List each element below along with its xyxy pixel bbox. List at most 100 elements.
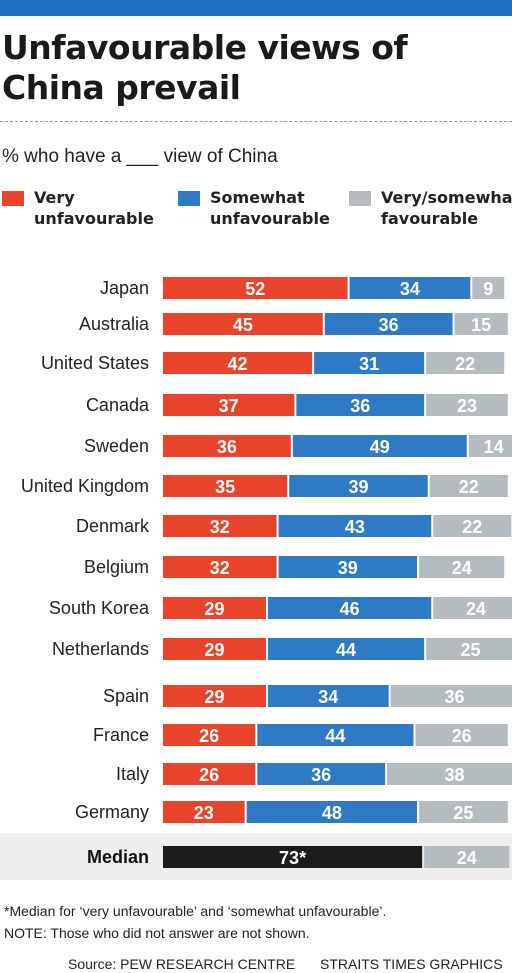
bar-belgium-very-somewhat-favourable	[419, 556, 505, 578]
category-label-japan: Japan	[100, 278, 149, 298]
data-label-sweden-very-somewhat-favourable: 14	[484, 437, 504, 457]
legend-swatch-very-unfavourable	[2, 191, 24, 206]
data-label-germany-very-unfavourable: 23	[194, 803, 214, 823]
bar-united-states-very-unfavourable	[163, 352, 313, 374]
data-label-netherlands-somewhat-unfavourable: 44	[336, 640, 356, 660]
chart-title: Unfavourable views of China prevail	[2, 28, 408, 107]
data-label-spain-very-unfavourable: 29	[204, 687, 224, 707]
bar-united-kingdom-somewhat-unfavourable	[289, 475, 428, 497]
data-label-canada-very-somewhat-favourable: 23	[457, 396, 477, 416]
bar-italy-very-unfavourable	[163, 763, 256, 785]
top-accent-bar	[0, 0, 512, 16]
bar-australia-very-somewhat-favourable	[454, 313, 508, 335]
data-label-united-states-very-unfavourable: 42	[228, 354, 248, 374]
data-label-france-very-somewhat-favourable: 26	[452, 726, 472, 746]
data-label-australia-very-unfavourable: 45	[233, 315, 253, 335]
legend-label-very-unfavourable: Very unfavourable	[34, 188, 154, 228]
data-label-belgium-somewhat-unfavourable: 39	[338, 558, 358, 578]
bar-south-korea-very-somewhat-favourable	[433, 597, 512, 619]
data-label-australia-somewhat-unfavourable: 36	[379, 315, 399, 335]
category-label-france: France	[93, 725, 149, 745]
category-label-south-korea: South Korea	[49, 598, 150, 618]
category-label-denmark: Denmark	[76, 516, 150, 536]
bar-canada-somewhat-unfavourable	[296, 394, 425, 416]
data-label-denmark-somewhat-unfavourable: 43	[345, 517, 365, 537]
bar-japan-very-unfavourable	[163, 277, 348, 299]
bar-netherlands-very-somewhat-favourable	[426, 638, 512, 660]
bar-south-korea-somewhat-unfavourable	[267, 597, 432, 619]
data-label-italy-somewhat-unfavourable: 36	[311, 765, 331, 785]
data-label-canada-very-unfavourable: 37	[219, 396, 239, 416]
bar-median-unfavourable	[163, 846, 423, 868]
bar-median-favourable	[424, 846, 510, 868]
data-label-japan-somewhat-unfavourable: 34	[400, 279, 420, 299]
bar-belgium-somewhat-unfavourable	[278, 556, 418, 578]
data-label-netherlands-very-unfavourable: 29	[204, 640, 224, 660]
bar-france-very-somewhat-favourable	[415, 724, 508, 746]
category-label-united-states: United States	[41, 353, 149, 373]
bar-united-kingdom-very-somewhat-favourable	[429, 475, 508, 497]
data-label-germany-somewhat-unfavourable: 48	[322, 803, 342, 823]
bar-denmark-very-unfavourable	[163, 515, 277, 537]
bar-sweden-somewhat-unfavourable	[292, 435, 467, 457]
bar-sweden-very-unfavourable	[163, 435, 291, 457]
bar-spain-somewhat-unfavourable	[267, 685, 389, 707]
category-label-sweden: Sweden	[84, 436, 149, 456]
bar-italy-very-somewhat-favourable	[387, 763, 512, 785]
data-label-south-korea-somewhat-unfavourable: 46	[340, 599, 360, 619]
data-label-belgium-very-unfavourable: 32	[210, 558, 230, 578]
data-label-spain-very-somewhat-favourable: 36	[445, 687, 465, 707]
credit-text: STRAITS TIMES GRAPHICS	[320, 956, 503, 972]
legend-label-favourable: Very/somewhat favourable	[381, 188, 512, 228]
bar-japan-very-somewhat-favourable	[472, 277, 505, 299]
data-label-united-states-somewhat-unfavourable: 31	[359, 354, 379, 374]
stacked-bar-chart: Japan 52 34 9 Australia 45 36 15 United States 42…	[0, 277, 512, 880]
data-label-japan-very-unfavourable: 52	[245, 279, 265, 299]
title-divider	[0, 121, 512, 122]
category-label-canada: Canada	[86, 395, 150, 415]
category-label-germany: Germany	[75, 802, 149, 822]
bar-france-somewhat-unfavourable	[257, 724, 414, 746]
data-label-japan-very-somewhat-favourable: 9	[483, 279, 493, 299]
data-label-south-korea-very-somewhat-favourable: 24	[466, 599, 486, 619]
data-label-united-kingdom-very-unfavourable: 35	[215, 477, 235, 497]
category-label-belgium: Belgium	[84, 557, 149, 577]
data-label-spain-somewhat-unfavourable: 34	[318, 687, 338, 707]
data-label-france-very-unfavourable: 26	[199, 726, 219, 746]
data-label-united-kingdom-somewhat-unfavourable: 39	[348, 477, 368, 497]
data-label-netherlands-very-somewhat-favourable: 25	[461, 640, 481, 660]
category-label-italy: Italy	[116, 764, 149, 784]
bar-denmark-very-somewhat-favourable	[433, 515, 512, 537]
data-label-canada-somewhat-unfavourable: 36	[350, 396, 370, 416]
bar-united-states-somewhat-unfavourable	[314, 352, 425, 374]
bar-netherlands-very-unfavourable	[163, 638, 266, 660]
note: NOTE: Those who did not answer are not s…	[4, 925, 310, 941]
data-label-denmark-very-unfavourable: 32	[210, 517, 230, 537]
bar-canada-very-somewhat-favourable	[426, 394, 508, 416]
legend-swatch-somewhat-unfavourable	[178, 191, 200, 206]
category-label-australia: Australia	[79, 314, 150, 334]
bar-netherlands-somewhat-unfavourable	[267, 638, 425, 660]
data-label-median-favourable: 24	[457, 848, 477, 868]
bar-canada-very-unfavourable	[163, 394, 295, 416]
data-label-median-unfavourable: 73*	[279, 848, 306, 868]
bar-united-states-very-somewhat-favourable	[426, 352, 505, 374]
median-label: Median	[87, 847, 149, 867]
data-label-sweden-somewhat-unfavourable: 49	[370, 437, 390, 457]
data-label-france-somewhat-unfavourable: 44	[325, 726, 345, 746]
legend-swatch-favourable	[349, 191, 371, 206]
category-label-united-kingdom: United Kingdom	[21, 476, 149, 496]
bar-spain-very-somewhat-favourable	[390, 685, 512, 707]
bar-japan-somewhat-unfavourable	[349, 277, 471, 299]
bar-sweden-very-somewhat-favourable	[468, 435, 512, 457]
data-label-denmark-very-somewhat-favourable: 22	[462, 517, 482, 537]
data-label-united-states-very-somewhat-favourable: 22	[455, 354, 475, 374]
category-label-netherlands: Netherlands	[52, 639, 149, 659]
bar-australia-very-unfavourable	[163, 313, 323, 335]
data-label-italy-very-unfavourable: 26	[199, 765, 219, 785]
source-text: Source: PEW RESEARCH CENTRE	[68, 956, 296, 972]
data-label-germany-very-somewhat-favourable: 25	[453, 803, 473, 823]
bar-germany-very-somewhat-favourable	[419, 801, 508, 823]
footnote: *Median for ‘very unfavourable’ and ‘som…	[4, 903, 387, 919]
bar-italy-somewhat-unfavourable	[257, 763, 386, 785]
